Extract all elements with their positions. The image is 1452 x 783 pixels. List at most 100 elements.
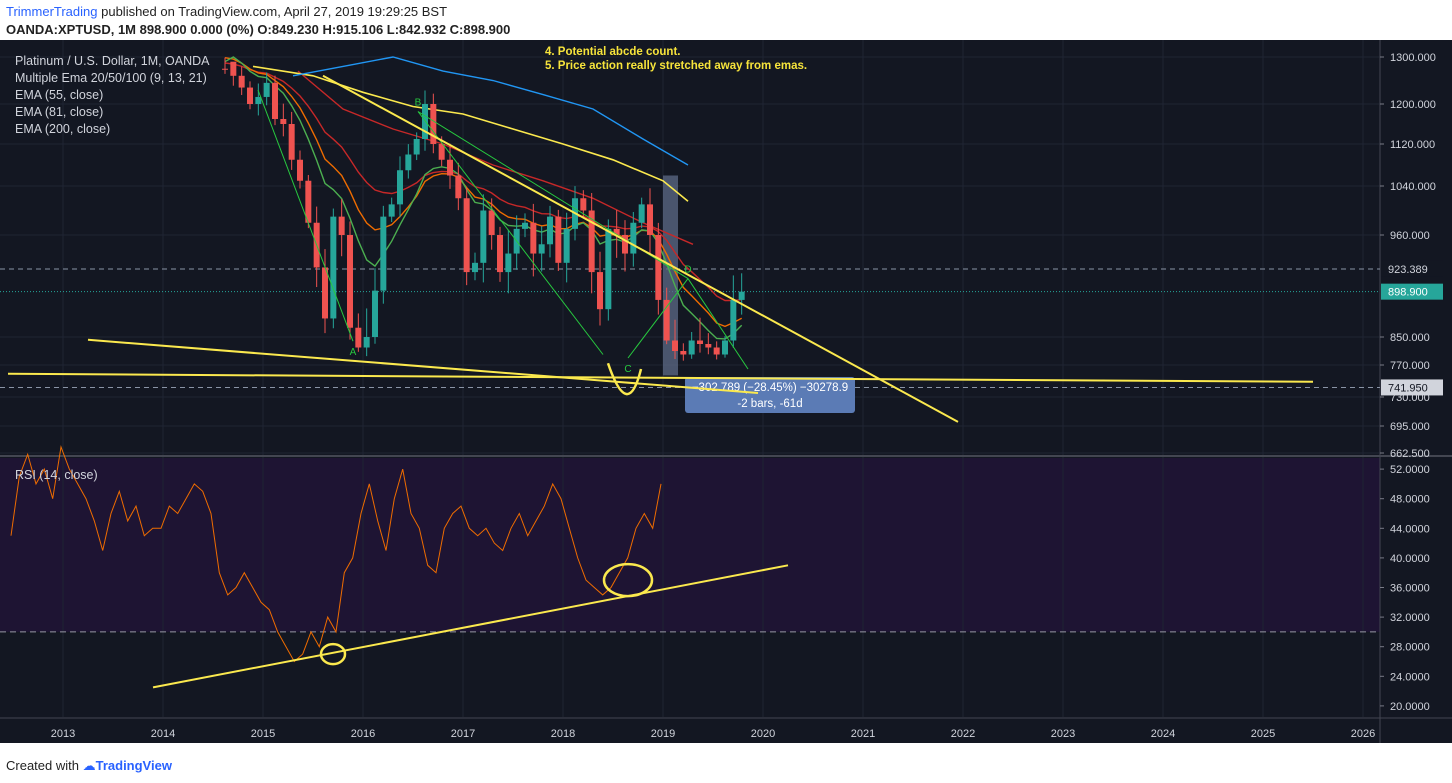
rsi-band-background [0,458,1380,632]
candle-body [588,210,595,273]
candle-body [613,228,620,235]
pattern-label: C [624,364,631,375]
candle-body [722,340,728,355]
chart-legend: Platinum / U.S. Dollar, 1M, OANDA Multip… [15,54,210,482]
price-tag-label: 923.389 [1388,264,1428,276]
rsi-legend: RSI (14, close) [15,468,98,482]
candle-body [438,144,445,160]
candle-body [630,222,637,254]
symbol-ohlc-line: OANDA:XPTUSD, 1M 898.900 0.000 (0%) O:84… [6,22,511,37]
ema-21-line [224,62,742,302]
note-4: 4. Potential abcde count. [545,46,680,58]
pattern-label: D [684,265,691,276]
pattern-line [257,89,354,342]
time-tick-label: 2020 [751,728,775,740]
candle-body [255,96,262,104]
candle-body [338,216,345,235]
candle-body [647,204,653,235]
candle-body [555,216,562,263]
rsi-tick-label: 24.0000 [1390,671,1430,683]
time-tick-label: 2026 [1351,728,1375,740]
candle-body [688,340,695,355]
candle-body [297,159,303,181]
candle-body [547,216,553,245]
ema-55-line [297,70,694,245]
pane-separators [0,40,1452,743]
pattern-line [627,278,689,359]
highlight-circle [606,362,643,396]
price-tick-label: 770.000 [1390,360,1430,372]
measure-tooltip-line2: -2 bars, -61d [737,398,802,410]
legend-ema-55: EMA (55, close) [15,88,103,102]
candle-body [505,253,512,273]
legend-ema-81: EMA (81, close) [15,105,103,119]
candle-body [363,337,370,348]
chart-notes: 4. Potential abcde count. 5. Price actio… [545,46,807,72]
candle-body [597,272,603,310]
price-tag-box [1381,379,1443,396]
price-tick-label: 1040.000 [1390,181,1436,193]
candle-body [730,299,737,341]
trend-line [322,74,959,423]
price-tick-label: 662.500 [1390,448,1430,460]
time-axis[interactable]: 2013 2014 2015 2016 2017 2018 2019 2020 2021 2022… [51,728,1375,740]
candle-body [705,344,712,348]
candle-body [472,262,478,273]
candle-body [580,198,587,211]
candle-body [430,104,437,144]
rsi-tick-label: 28.0000 [1390,642,1430,654]
candle-body [305,180,312,223]
chart-canvas[interactable]: −302.789 (−28.45%) −30278.9 -2 bars, -61d… [0,40,1452,743]
price-tick-label: 850.000 [1390,332,1430,344]
time-tick-label: 2022 [951,728,975,740]
candle-body [288,124,295,160]
trend-line [87,338,759,394]
legend-title: Platinum / U.S. Dollar, 1M, OANDA [15,54,210,68]
candle-body [638,204,645,223]
rsi-tick-label: 40.0000 [1390,553,1430,565]
price-tick-label: 695.000 [1390,421,1430,433]
author-link[interactable]: TrimmerTrading [6,4,98,19]
note-5: 5. Price action really stretched away fr… [545,60,807,72]
candle-body [388,204,395,217]
published-text: published on TradingView.com, April 27, … [97,4,448,19]
candle-body [622,235,628,254]
price-axis[interactable]: 1300.000 1200.000 1120.000 1040.000 960.000 8… [1380,52,1443,713]
candle-body [530,222,537,254]
candle-body [663,299,670,341]
rsi-tick-label: 48.0000 [1390,494,1430,506]
candle-body [738,291,745,300]
candle-body [488,210,495,235]
price-tag-label: 741.950 [1388,382,1428,394]
candle-body [405,154,412,171]
price-tick-label: 1200.000 [1390,99,1436,111]
rsi-highlight-circle [319,642,347,666]
rsi-tick-label: 20.0000 [1390,701,1430,713]
rsi-pane [10,444,789,689]
candle-body [380,216,387,291]
candle-body [372,290,378,337]
candle-body [272,82,278,119]
pattern-label: A [350,347,357,358]
price-tick-label: 1120.000 [1390,139,1435,151]
candle-body [680,351,687,355]
tradingview-brand-link[interactable]: TradingView [95,758,172,773]
candle-body [713,347,720,355]
price-tick-label: 960.000 [1390,230,1430,242]
time-tick-label: 2015 [251,728,275,740]
price-tag-label: 898.900 [1388,287,1428,299]
time-tick-label: 2025 [1251,728,1275,740]
time-tick-label: 2016 [351,728,375,740]
candle-body [322,267,328,319]
horizontal-lines [0,268,1380,633]
rsi-highlight-circle [602,562,654,598]
price-tag-box [1381,283,1443,300]
candle-body [222,68,228,70]
pattern-label: B [415,98,422,109]
price-grid [0,40,1380,717]
time-tick-label: 2019 [651,728,675,740]
time-tick-label: 2021 [851,728,875,740]
candle-body [538,244,545,254]
pattern-line [687,278,749,370]
trend-lines[interactable] [7,74,1314,423]
